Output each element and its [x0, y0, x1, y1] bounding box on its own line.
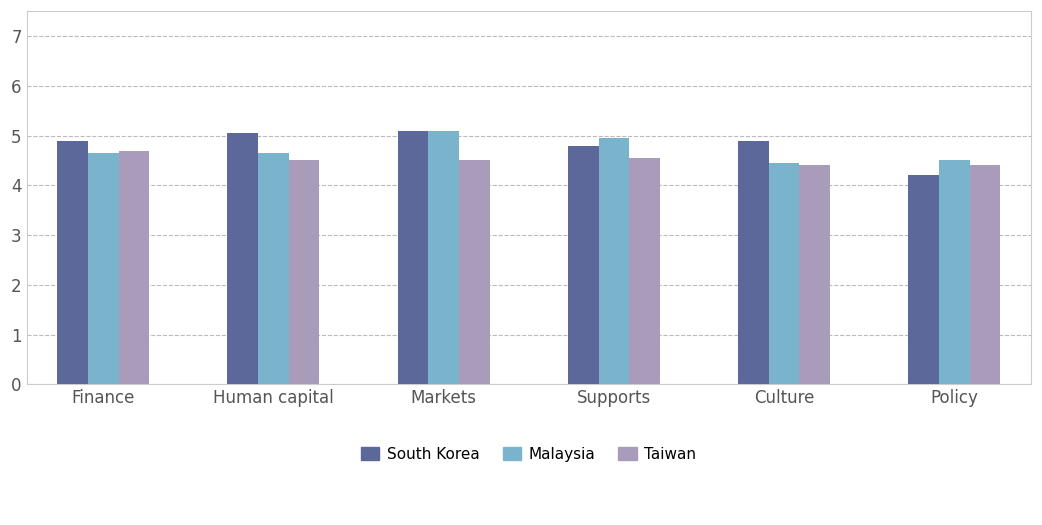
Bar — [799, 165, 830, 384]
Bar — [458, 161, 490, 384]
Bar — [939, 161, 970, 384]
Bar — [568, 145, 598, 384]
Bar — [289, 161, 320, 384]
Bar — [88, 153, 119, 384]
Legend: South Korea, Malaysia, Taiwan: South Korea, Malaysia, Taiwan — [355, 440, 702, 468]
Bar — [227, 133, 258, 384]
Bar — [598, 138, 629, 384]
Bar — [258, 153, 289, 384]
Bar — [769, 163, 799, 384]
Bar — [738, 141, 769, 384]
Bar — [398, 131, 428, 384]
Bar — [57, 141, 88, 384]
Bar — [970, 165, 1000, 384]
Bar — [629, 158, 660, 384]
Bar — [119, 151, 149, 384]
Bar — [909, 175, 939, 384]
Bar — [428, 131, 458, 384]
